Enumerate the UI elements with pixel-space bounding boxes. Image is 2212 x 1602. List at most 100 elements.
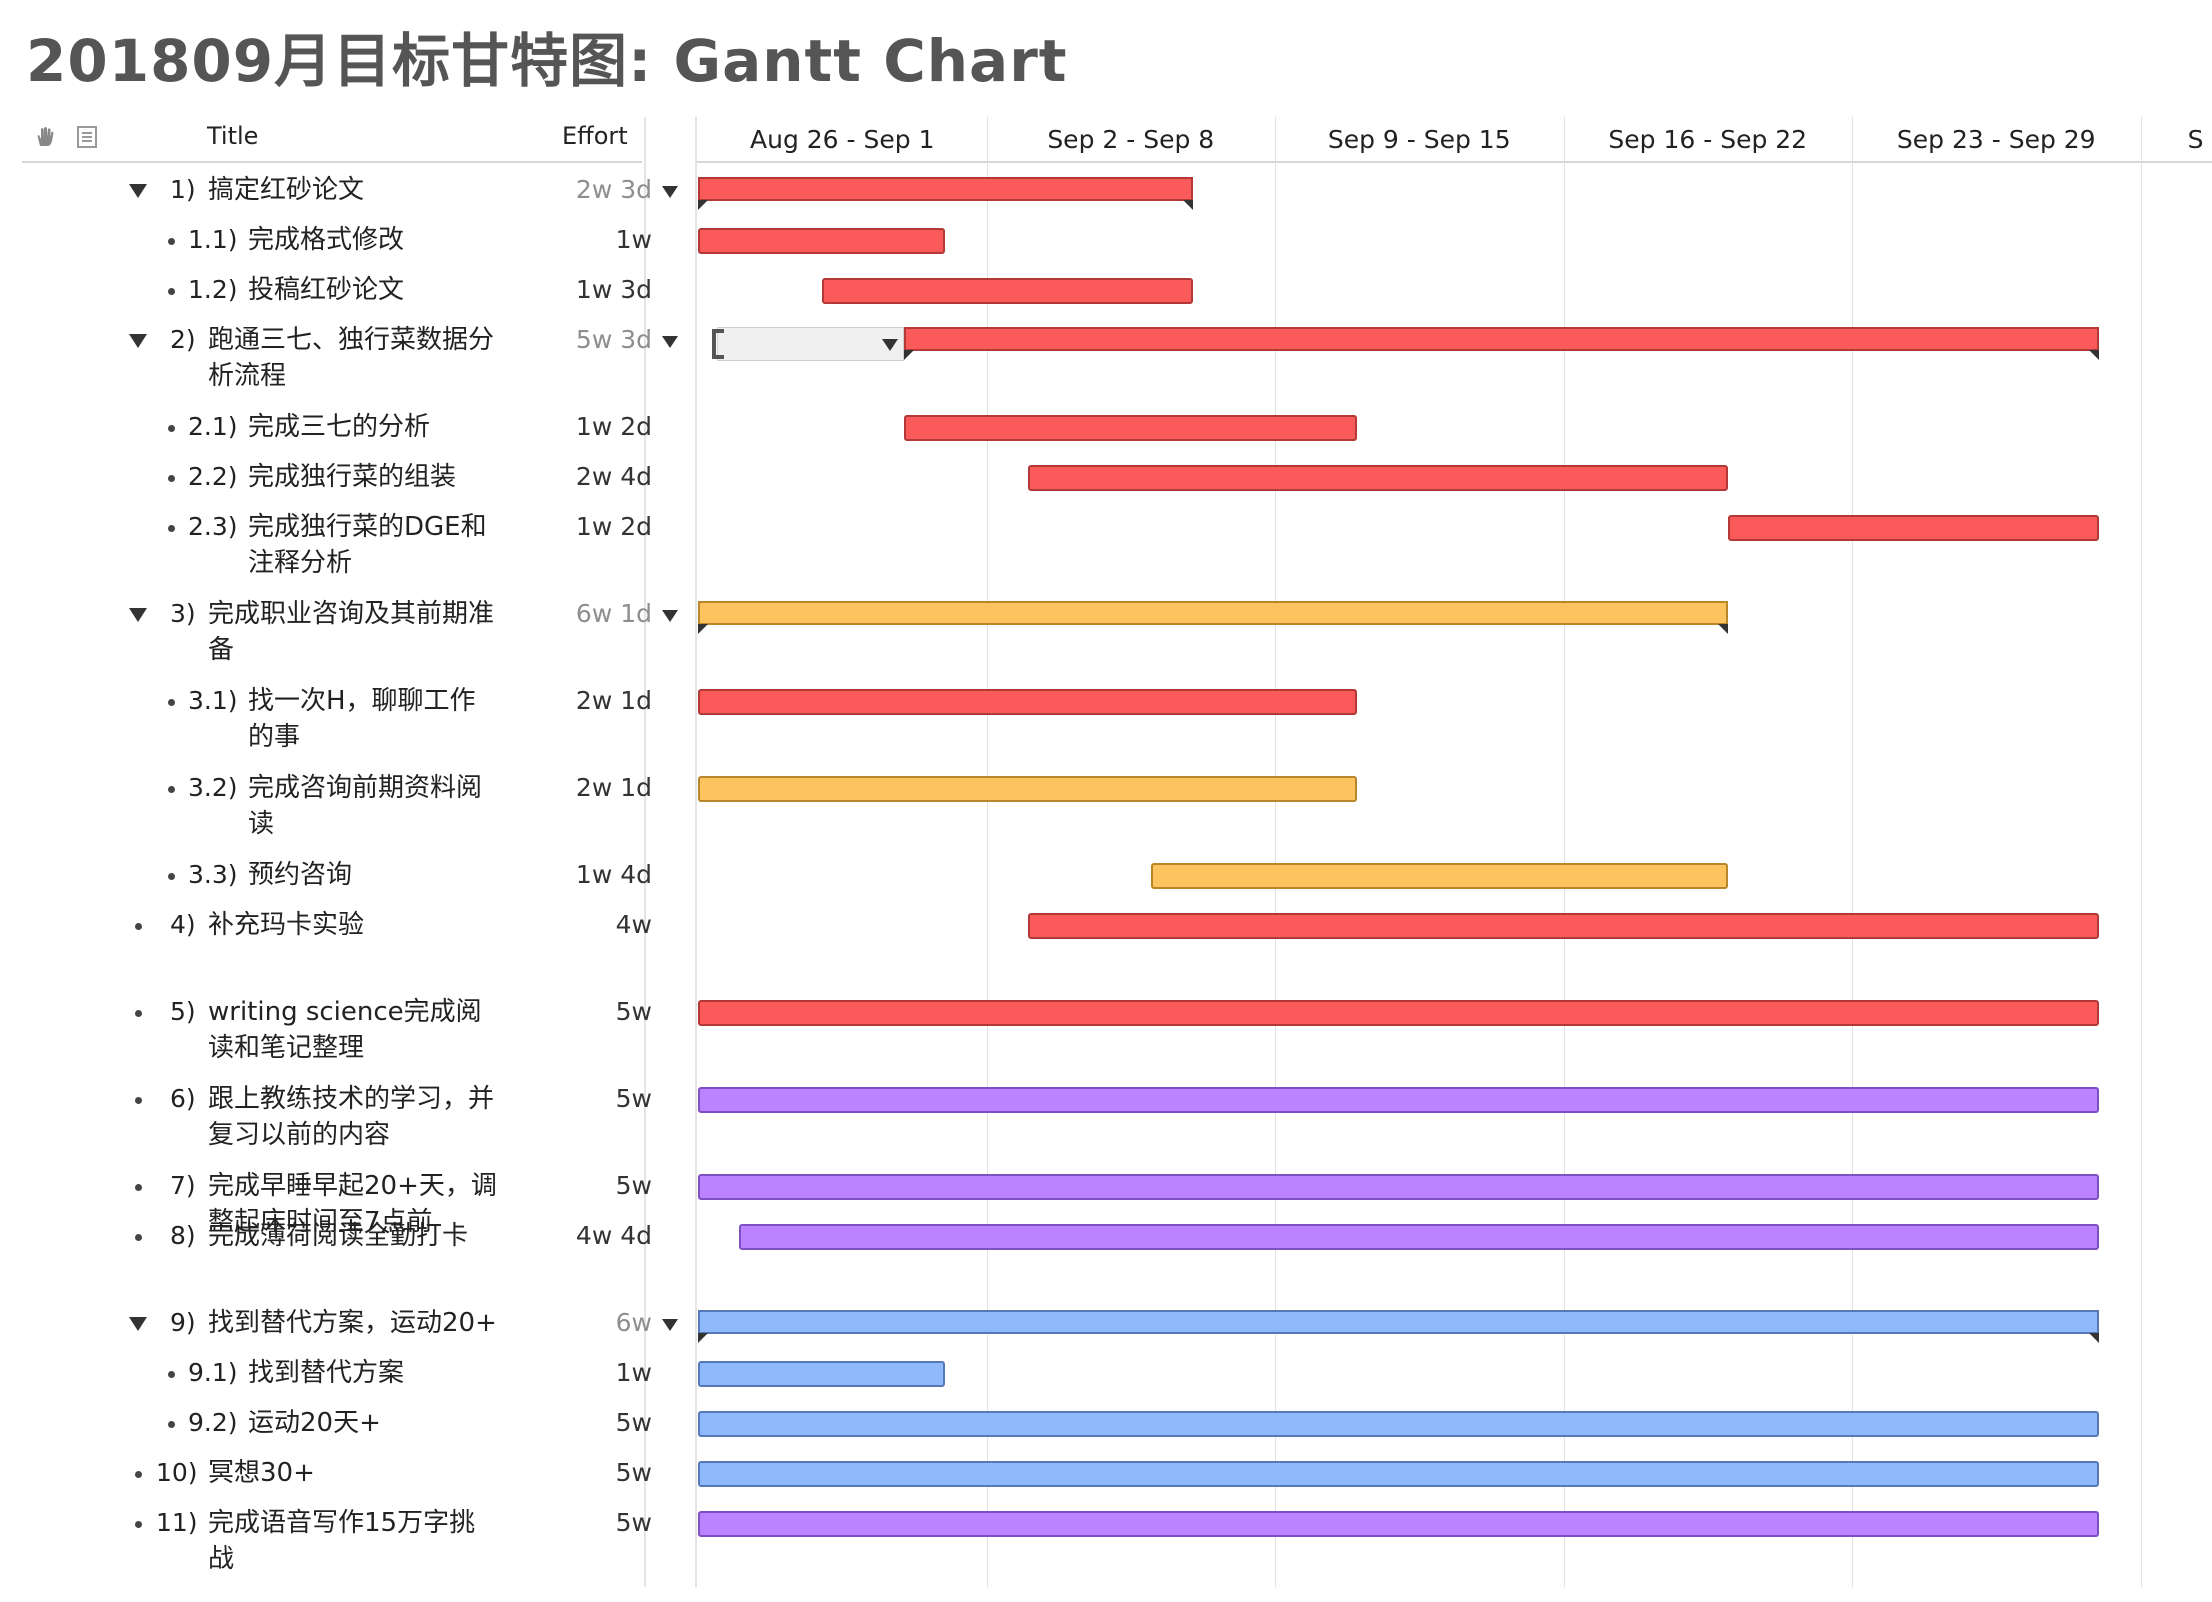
bullet-icon [135, 1184, 142, 1191]
task-effort[interactable]: 1w [615, 1358, 652, 1387]
task-number: 2.2) [188, 462, 238, 491]
task-bar[interactable] [698, 1087, 2100, 1113]
task-bar[interactable] [739, 1224, 2100, 1250]
task-title[interactable]: 完成早睡早起20+天，调整起床时间至7点前 [208, 1171, 497, 1237]
task-bar[interactable] [698, 1361, 946, 1387]
task-title[interactable]: 找到替代方案 [248, 1358, 405, 1388]
expand-triangle-icon[interactable] [129, 1317, 147, 1331]
notes-icon[interactable] [74, 124, 100, 150]
task-effort[interactable]: 1w 3d [575, 275, 652, 304]
task-effort[interactable]: 6w 1d [575, 599, 652, 628]
group-bar[interactable] [698, 1310, 2100, 1334]
task-title[interactable]: 完成薄荷阅读全勤打卡 [208, 1221, 469, 1251]
task-title[interactable]: writing science完成阅读和笔记整理 [208, 997, 482, 1063]
bullet-icon [168, 699, 175, 706]
bullet-icon [168, 425, 175, 432]
timeline-header-divider [697, 161, 2212, 163]
task-effort[interactable]: 6w [615, 1308, 652, 1337]
task-bar[interactable] [698, 1461, 2100, 1487]
effort-column-header[interactable]: Effort [562, 122, 628, 150]
expand-triangle-icon[interactable] [129, 334, 147, 348]
task-title[interactable]: 运动20天+ [248, 1408, 381, 1438]
task-bar[interactable] [698, 1411, 2100, 1437]
expand-triangle-icon[interactable] [129, 608, 147, 622]
task-effort[interactable]: 2w 4d [575, 462, 652, 491]
task-effort[interactable]: 5w [615, 997, 652, 1026]
task-effort[interactable]: 2w 3d [575, 175, 652, 204]
column-separator [644, 117, 646, 1587]
timeline-separator [695, 117, 697, 1587]
task-effort[interactable]: 1w 2d [575, 512, 652, 541]
group-bar-end-notch [904, 350, 915, 360]
task-bar[interactable] [1027, 913, 2100, 939]
task-bar[interactable] [698, 1511, 2100, 1537]
task-title[interactable]: 完成语音写作15万字挑战 [208, 1508, 476, 1574]
task-effort[interactable]: 5w [615, 1408, 652, 1437]
task-effort[interactable]: 4w 4d [575, 1221, 652, 1250]
week-label: S [2187, 125, 2204, 154]
task-effort[interactable]: 1w 4d [575, 860, 652, 889]
task-bar[interactable] [698, 1174, 2100, 1200]
range-start-bracket-icon[interactable] [712, 329, 724, 359]
task-title[interactable]: 投稿红砂论文 [248, 275, 405, 305]
group-dropdown-icon[interactable] [662, 186, 678, 198]
task-number: 3.2) [188, 773, 238, 802]
page-title: 201809月目标甘特图: Gantt Chart [26, 27, 1068, 95]
dropdown-arrow-icon[interactable] [882, 339, 898, 351]
task-effort[interactable]: 2w 1d [575, 686, 652, 715]
bullet-icon [135, 1234, 142, 1241]
title-column-header[interactable]: Title [207, 122, 259, 150]
task-title[interactable]: 完成格式修改 [248, 225, 405, 255]
task-bar[interactable] [698, 776, 1358, 802]
task-title[interactable]: 跑通三七、独行菜数据分析流程 [208, 325, 495, 391]
task-number: 1.2) [188, 275, 238, 304]
task-bar[interactable] [698, 1000, 2100, 1026]
task-title[interactable]: 补充玛卡实验 [208, 910, 365, 940]
group-bar-end-notch [2089, 1333, 2100, 1343]
header-divider [22, 161, 642, 163]
date-range-editor[interactable] [717, 327, 905, 361]
task-effort[interactable]: 2w 1d [575, 773, 652, 802]
task-effort[interactable]: 1w [615, 225, 652, 254]
task-title[interactable]: 搞定红砂论文 [208, 175, 365, 205]
week-gridline [2140, 117, 2142, 1587]
task-title[interactable]: 完成职业咨询及其前期准备 [208, 599, 495, 665]
task-bar[interactable] [1151, 863, 1729, 889]
group-dropdown-icon[interactable] [662, 610, 678, 622]
task-bar[interactable] [698, 228, 946, 254]
task-title[interactable]: 冥想30+ [208, 1458, 315, 1488]
task-bar[interactable] [1728, 515, 2100, 541]
task-effort[interactable]: 5w [615, 1084, 652, 1113]
task-bar[interactable] [904, 415, 1358, 441]
task-bar[interactable] [698, 689, 1358, 715]
task-title[interactable]: 完成咨询前期资料阅读 [248, 773, 483, 839]
task-title[interactable]: 找到替代方案，运动20+ [208, 1308, 497, 1338]
group-bar-end-notch [698, 200, 708, 210]
task-effort[interactable]: 5w [615, 1171, 652, 1200]
week-gridline [986, 117, 988, 1587]
bullet-icon [135, 1521, 142, 1528]
task-title[interactable]: 找一次H，聊聊工作的事 [248, 686, 476, 752]
group-dropdown-icon[interactable] [662, 336, 678, 348]
task-effort[interactable]: 4w [615, 910, 652, 939]
task-effort[interactable]: 1w 2d [575, 412, 652, 441]
task-title[interactable]: 完成独行菜的组装 [248, 462, 457, 492]
task-number: 2.1) [188, 412, 238, 441]
task-bar[interactable] [821, 278, 1193, 304]
task-effort[interactable]: 5w [615, 1458, 652, 1487]
task-title[interactable]: 完成三七的分析 [248, 412, 431, 442]
expand-triangle-icon[interactable] [129, 184, 147, 198]
task-title[interactable]: 完成独行菜的DGE和注释分析 [248, 512, 487, 578]
group-bar[interactable] [698, 601, 1729, 625]
task-effort[interactable]: 5w 3d [575, 325, 652, 354]
task-number: 1.1) [188, 225, 238, 254]
task-number: 11) [156, 1508, 198, 1537]
hand-icon[interactable] [32, 124, 58, 150]
task-title[interactable]: 预约咨询 [248, 860, 353, 890]
group-dropdown-icon[interactable] [662, 1319, 678, 1331]
task-effort[interactable]: 5w [615, 1508, 652, 1537]
group-bar[interactable] [904, 327, 2100, 351]
group-bar[interactable] [698, 177, 1193, 201]
task-title[interactable]: 跟上教练技术的学习，并复习以前的内容 [208, 1084, 495, 1150]
task-bar[interactable] [1027, 465, 1729, 491]
